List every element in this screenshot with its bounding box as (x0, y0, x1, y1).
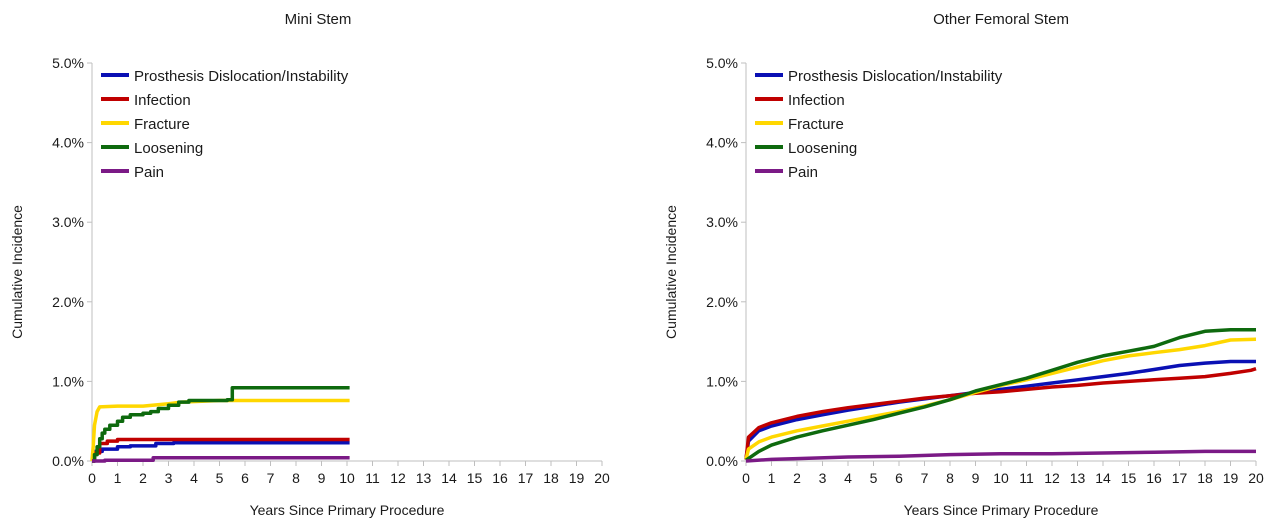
y-tick-label: 2.0% (52, 294, 84, 310)
x-tick-label: 6 (895, 470, 903, 486)
y-tick-label: 5.0% (52, 55, 84, 71)
y-tick-label: 0.0% (52, 453, 84, 469)
y-tick-label: 4.0% (706, 135, 738, 151)
x-tick-label: 5 (870, 470, 878, 486)
x-tick-label: 10 (339, 470, 355, 486)
x-tick-label: 5 (216, 470, 224, 486)
series-line-4 (745, 449, 1256, 463)
y-tick-label: 0.0% (706, 453, 738, 469)
series-line-4 (92, 456, 350, 463)
y-tick-label: 1.0% (706, 373, 738, 389)
x-tick-label: 11 (365, 470, 380, 486)
x-tick-label: 12 (1044, 470, 1060, 486)
x-tick-label: 10 (993, 470, 1009, 486)
chart-title: Mini Stem (285, 11, 352, 28)
y-tick-label: 1.0% (52, 373, 84, 389)
x-tick-label: 2 (139, 470, 147, 486)
x-tick-label: 13 (1070, 470, 1086, 486)
x-tick-label: 0 (88, 470, 96, 486)
x-tick-label: 8 (946, 470, 954, 486)
legend-label: Infection (788, 92, 845, 109)
x-axis-label: Years Since Primary Procedure (904, 502, 1099, 518)
x-tick-label: 8 (292, 470, 300, 486)
x-tick-label: 9 (972, 470, 980, 486)
legend-label: Pain (134, 164, 164, 181)
legend-label: Infection (134, 92, 191, 109)
y-tick-label: 2.0% (706, 294, 738, 310)
legend-label: Loosening (788, 140, 857, 157)
series-line-2 (744, 337, 1257, 460)
x-tick-label: 4 (844, 470, 852, 486)
series-line-1 (744, 367, 1257, 460)
x-tick-label: 3 (819, 470, 827, 486)
series-line-2 (90, 398, 350, 462)
y-tick-label: 3.0% (52, 214, 84, 230)
x-tick-label: 11 (1019, 470, 1034, 486)
x-tick-label: 2 (793, 470, 801, 486)
x-tick-label: 16 (1146, 470, 1162, 486)
chart-panel-1: Other Femoral Stem 0.0% 1.0% 2.0% 3.0% 4.0% 5.… (663, 11, 1264, 518)
x-tick-label: 9 (318, 470, 326, 486)
legend-label: Pain (788, 164, 818, 181)
legend-label: Loosening (134, 140, 203, 157)
y-tick-label: 3.0% (706, 214, 738, 230)
x-tick-label: 18 (543, 470, 559, 486)
x-tick-label: 13 (416, 470, 432, 486)
x-tick-label: 3 (165, 470, 173, 486)
x-tick-label: 14 (441, 470, 457, 486)
x-tick-label: 1 (768, 470, 776, 486)
x-tick-label: 1 (114, 470, 122, 486)
chart-title: Other Femoral Stem (933, 11, 1069, 28)
x-tick-label: 17 (518, 470, 534, 486)
x-tick-label: 4 (190, 470, 198, 486)
x-tick-label: 17 (1172, 470, 1188, 486)
x-tick-label: 18 (1197, 470, 1213, 486)
legend-label: Fracture (134, 116, 190, 133)
y-tick-label: 4.0% (52, 135, 84, 151)
y-axis-label: Cumulative Incidence (663, 205, 679, 339)
x-tick-label: 6 (241, 470, 249, 486)
legend-label: Prosthesis Dislocation/Instability (788, 68, 1003, 85)
x-tick-label: 20 (594, 470, 610, 486)
x-tick-label: 15 (1121, 470, 1137, 486)
x-tick-label: 19 (1223, 470, 1239, 486)
x-tick-label: 7 (267, 470, 275, 486)
x-tick-label: 16 (492, 470, 508, 486)
x-tick-label: 12 (390, 470, 406, 486)
x-tick-label: 15 (467, 470, 483, 486)
x-tick-label: 7 (921, 470, 929, 486)
x-axis-label: Years Since Primary Procedure (250, 502, 445, 518)
series-line-3 (745, 327, 1256, 462)
y-axis-label: Cumulative Incidence (9, 205, 25, 339)
x-tick-label: 20 (1248, 470, 1264, 486)
legend-label: Prosthesis Dislocation/Instability (134, 68, 349, 85)
y-tick-label: 5.0% (706, 55, 738, 71)
legend-label: Fracture (788, 116, 844, 133)
x-tick-label: 14 (1095, 470, 1111, 486)
x-tick-label: 0 (742, 470, 750, 486)
series-line-3 (92, 386, 350, 463)
x-tick-label: 19 (569, 470, 585, 486)
